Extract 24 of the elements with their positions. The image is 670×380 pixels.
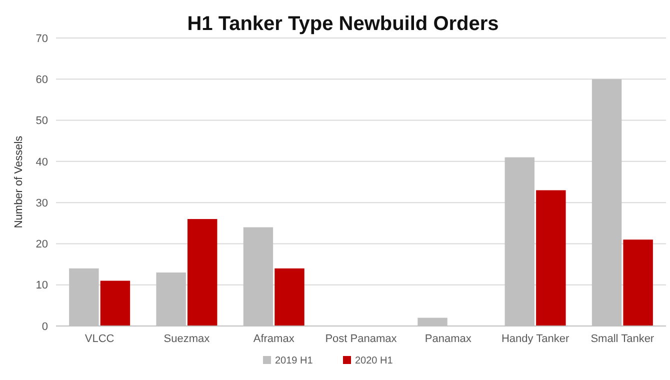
bar (187, 219, 218, 326)
bar (536, 190, 566, 326)
y-tick-label: 30 (36, 197, 48, 210)
x-tick-label: Aframax (253, 333, 295, 345)
x-tick-label: Small Tanker (590, 333, 654, 345)
x-tick-label: Handy Tanker (501, 333, 570, 345)
y-tick-label: 60 (36, 74, 48, 86)
legend-label: 2019 H1 (275, 356, 314, 366)
x-tick-label: VLCC (84, 333, 114, 345)
y-tick-label: 10 (36, 280, 48, 292)
legend-label: 2020 H1 (355, 356, 394, 366)
bar (100, 280, 130, 326)
x-tick-label: Suezmax (164, 333, 210, 345)
y-tick-label: 20 (36, 238, 48, 251)
bar (623, 240, 653, 326)
y-tick-label: 0 (42, 320, 48, 333)
x-tick-label: Post Panamax (325, 333, 398, 345)
x-tick-label: Panamax (424, 333, 472, 345)
bar (274, 268, 304, 326)
chart-title: H1 Tanker Type Newbuild Orders (187, 13, 499, 35)
y-tick-label: 50 (36, 115, 48, 128)
y-tick-label: 40 (36, 156, 48, 168)
y-axis-title: Number of Vessels (13, 135, 25, 228)
y-tick-label: 70 (36, 32, 48, 45)
